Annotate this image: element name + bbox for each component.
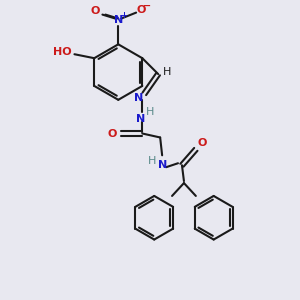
Text: H: H xyxy=(146,107,154,117)
Text: N: N xyxy=(134,93,143,103)
Text: H: H xyxy=(148,156,156,166)
Text: O: O xyxy=(197,138,206,148)
Text: HO: HO xyxy=(53,47,72,57)
Text: O: O xyxy=(108,128,117,139)
Text: H: H xyxy=(163,67,171,77)
Text: O: O xyxy=(91,6,100,16)
Text: N: N xyxy=(158,160,167,170)
Text: N: N xyxy=(136,114,145,124)
Text: O: O xyxy=(136,4,146,15)
Text: +: + xyxy=(120,11,127,20)
Text: N: N xyxy=(114,14,123,25)
Text: −: − xyxy=(143,1,151,11)
